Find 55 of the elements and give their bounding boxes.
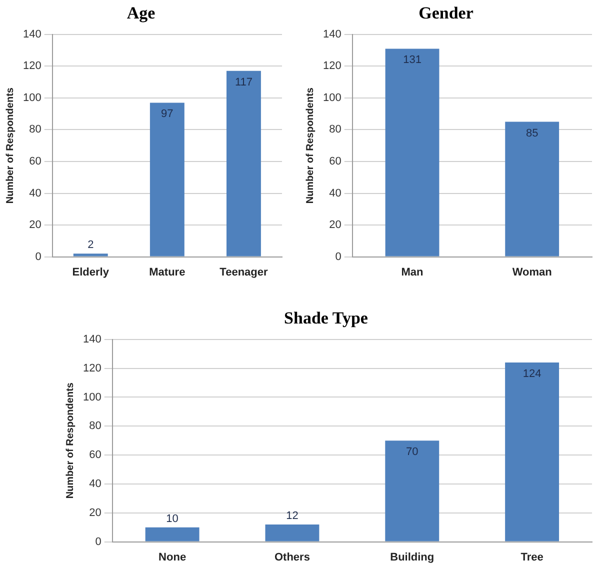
y-axis-title: Number of Respondents (64, 382, 76, 499)
y-tick-label: 100 (82, 391, 102, 404)
y-tick-label: 80 (329, 124, 342, 136)
bar (150, 102, 184, 256)
y-tick-label: 60 (29, 156, 42, 168)
y-tick-label: 40 (29, 187, 42, 200)
y-tick-label: 120 (82, 362, 102, 374)
chart-title: Age (126, 4, 156, 23)
bar (265, 524, 320, 542)
data-label: 70 (406, 446, 418, 458)
y-tick-label: 80 (29, 124, 42, 136)
y-tick-label: 40 (89, 478, 102, 490)
y-tick-label: 20 (329, 219, 342, 232)
y-tick-label: 20 (89, 506, 102, 519)
x-tick-label: Tree (520, 551, 544, 564)
data-label: 131 (403, 54, 422, 66)
bar (226, 70, 261, 256)
x-tick-label: Mature (149, 266, 186, 278)
y-tick-label: 140 (322, 28, 342, 40)
data-label: 2 (88, 239, 94, 252)
y-tick-label: 140 (22, 28, 42, 40)
y-tick-label: 140 (82, 333, 102, 346)
bar (505, 362, 560, 542)
x-tick-label: Others (274, 551, 310, 564)
y-tick-label: 120 (322, 60, 342, 72)
data-label: 85 (526, 127, 538, 140)
x-tick-label: Man (401, 266, 424, 278)
chart-title: Shade Type (284, 308, 368, 328)
y-tick-label: 100 (322, 92, 342, 104)
x-tick-label: None (158, 551, 186, 564)
y-tick-label: 100 (22, 92, 42, 104)
chart-title: Gender (418, 4, 474, 23)
data-label: 12 (286, 510, 298, 522)
y-tick-label: 60 (89, 449, 102, 462)
y-tick-label: 80 (89, 420, 102, 432)
y-tick-label: 40 (329, 187, 342, 200)
y-tick-label: 20 (29, 219, 42, 232)
bar (145, 527, 200, 542)
y-tick-label: 60 (329, 156, 342, 168)
y-tick-label: 0 (35, 250, 42, 263)
data-label: 97 (161, 108, 174, 120)
bar (73, 254, 108, 256)
y-axis-title: Number of Respondents (4, 87, 16, 204)
y-tick-label: 0 (95, 536, 102, 548)
bar (385, 440, 440, 542)
y-tick-label: 0 (335, 250, 342, 263)
data-label: 124 (522, 368, 542, 380)
x-tick-label: Building (390, 551, 434, 564)
data-label: 10 (166, 512, 178, 525)
y-axis-title: Number of Respondents (304, 87, 316, 204)
data-label: 117 (234, 76, 252, 88)
x-tick-label: Teenager (220, 266, 268, 278)
y-tick-label: 120 (22, 60, 42, 72)
x-tick-label: Woman (512, 266, 552, 278)
x-tick-label: Elderly (72, 266, 110, 278)
